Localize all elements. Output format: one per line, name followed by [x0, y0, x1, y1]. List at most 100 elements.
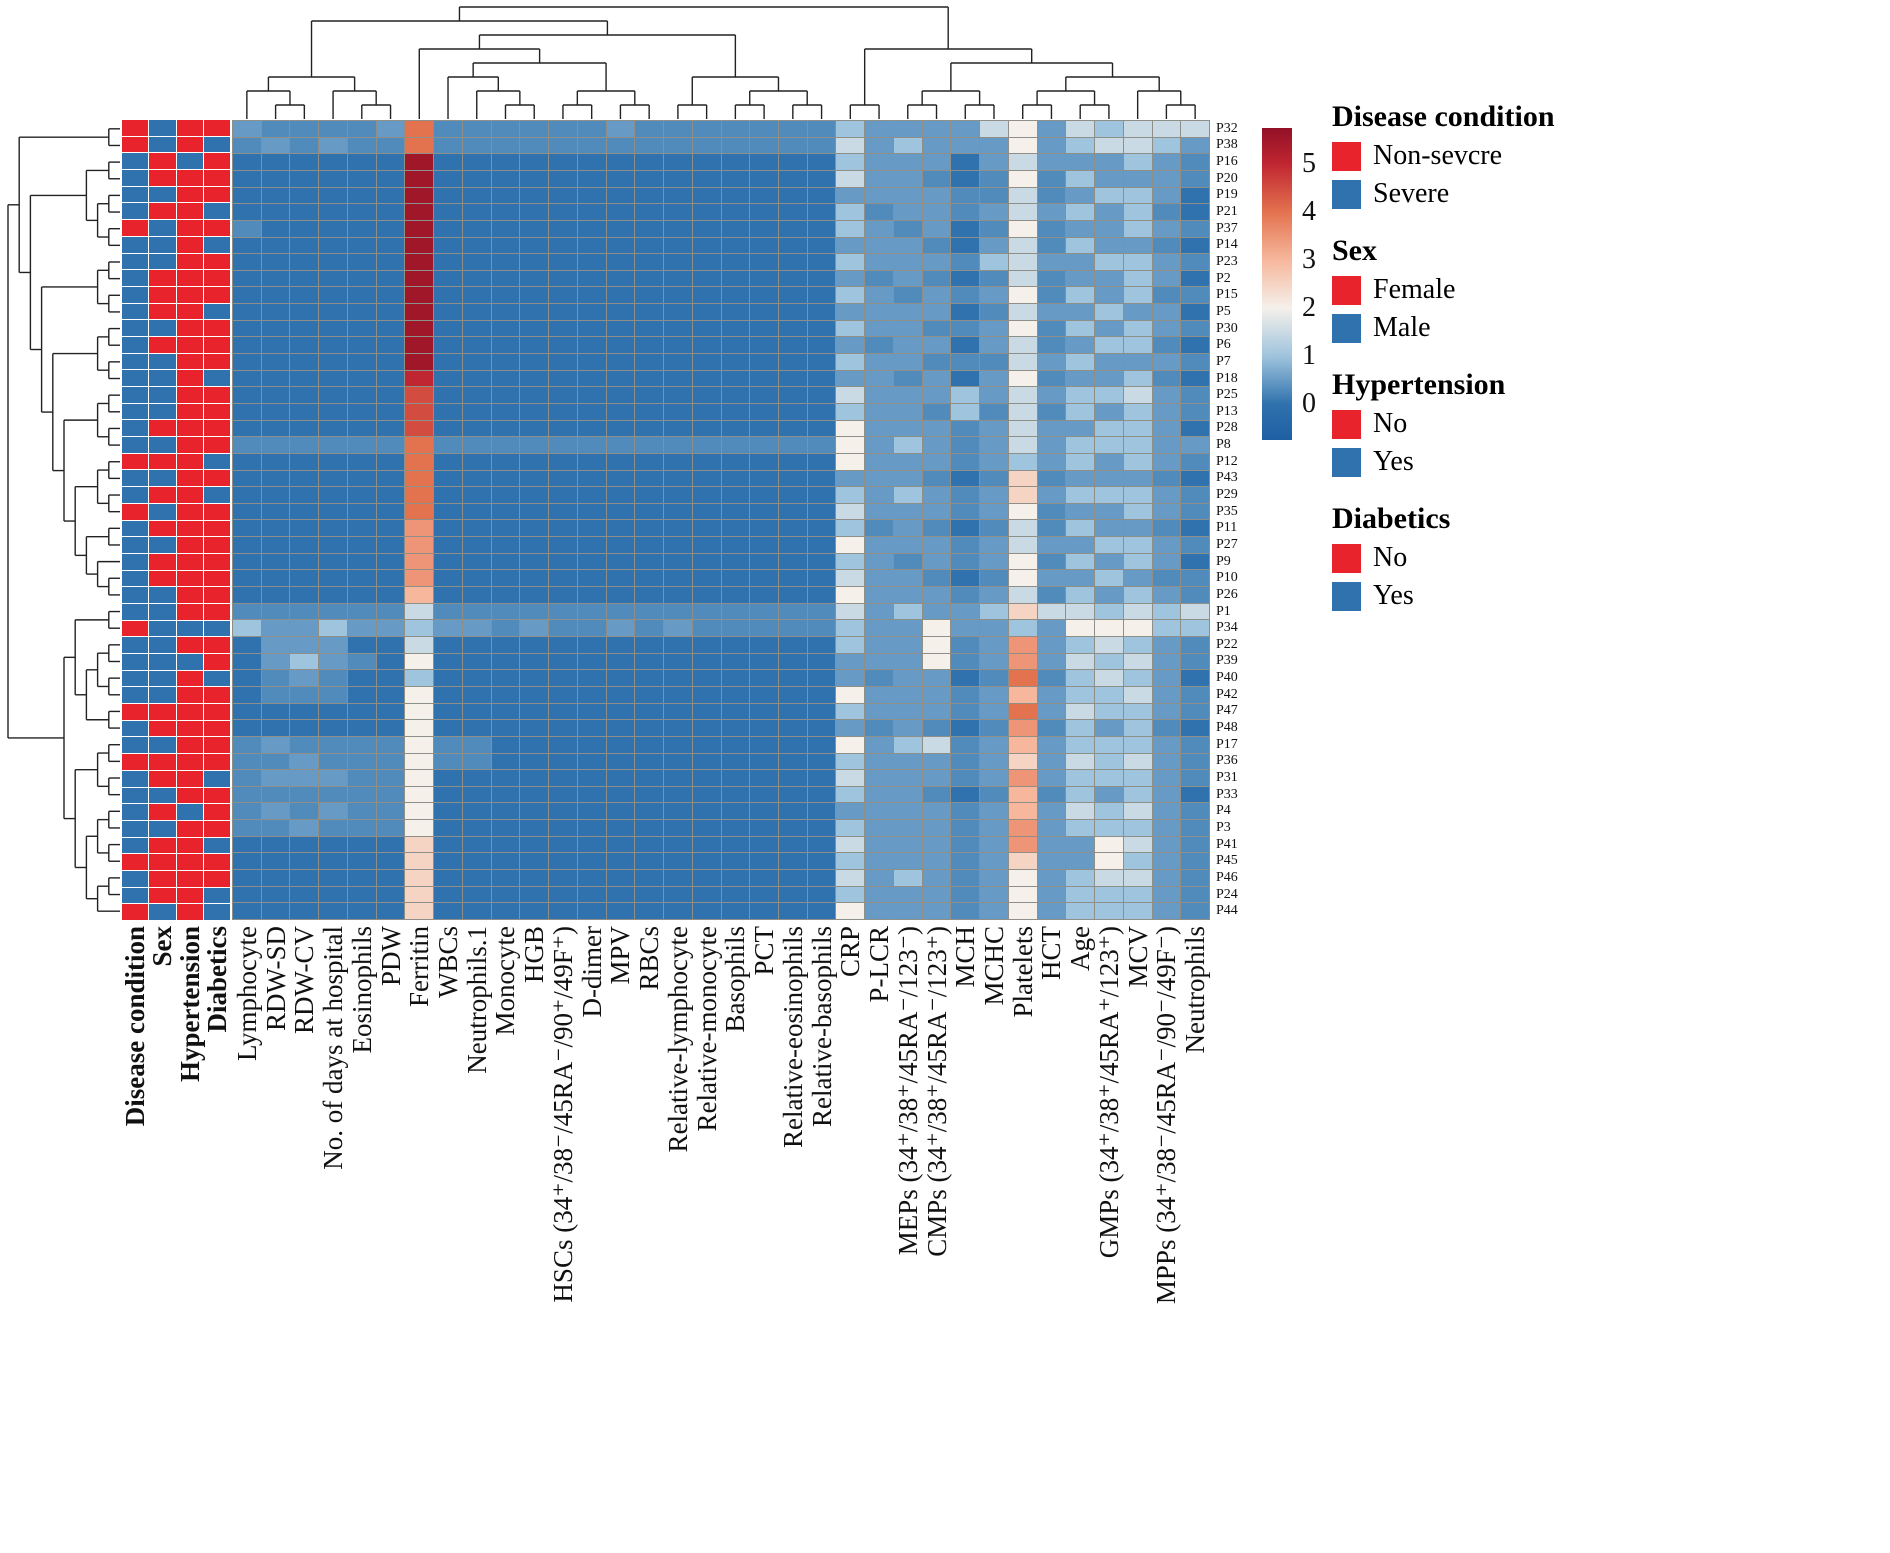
- heatmap-cell: [980, 287, 1008, 304]
- heatmap-cell: [347, 603, 376, 620]
- heatmap-cell: [1095, 637, 1123, 653]
- heatmap-cell: [376, 703, 405, 720]
- heatmap-cell: [893, 170, 922, 187]
- heatmap-cell: [290, 686, 319, 703]
- heatmap-cell: [865, 870, 893, 886]
- column-label: P-LCR: [864, 926, 895, 1003]
- heatmap-cell: [893, 537, 922, 553]
- heatmap-cell: [261, 786, 290, 803]
- heatmap-cell: [549, 254, 577, 270]
- heatmap-cell: [606, 354, 635, 370]
- heatmap-cell: [721, 503, 750, 520]
- row-label: P36: [1216, 753, 1238, 769]
- heatmap-cell: [692, 653, 721, 670]
- heatmap-cell: [951, 736, 980, 753]
- heatmap-cell: [951, 786, 980, 803]
- heatmap-cell: [1181, 637, 1209, 653]
- heatmap-cell: [664, 903, 692, 919]
- heatmap-cell: [692, 287, 721, 304]
- heatmap-cell: [1181, 370, 1209, 387]
- heatmap-cell: [807, 537, 836, 553]
- heatmap-cell: [922, 653, 951, 670]
- annotation-cell-sex: [149, 720, 176, 737]
- heatmap-cell: [1008, 370, 1037, 387]
- heatmap-cell: [750, 354, 778, 370]
- heatmap-cell: [692, 553, 721, 570]
- heatmap-cell: [1181, 620, 1209, 637]
- heatmap-cell: [836, 254, 865, 270]
- annotation-cell-hypertension: [176, 170, 203, 186]
- annotation-cell-hypertension: [176, 220, 203, 236]
- heatmap-cell: [233, 470, 261, 487]
- heatmap-cell: [980, 437, 1008, 453]
- heatmap-cell: [434, 370, 462, 387]
- heatmap-cell: [405, 403, 434, 420]
- heatmap-cell: [1123, 337, 1152, 354]
- heatmap-cell: [462, 853, 491, 870]
- heatmap-cell: [1037, 703, 1066, 720]
- heatmap-cell: [233, 254, 261, 270]
- heatmap-cell: [520, 121, 549, 137]
- heatmap-cell: [1181, 503, 1209, 520]
- heatmap-cell: [1037, 370, 1066, 387]
- heatmap-cell: [1123, 237, 1152, 254]
- heatmap-cell: [434, 420, 462, 437]
- heatmap-cell: [721, 637, 750, 653]
- annotation-cell-disease: [122, 270, 149, 286]
- annotation-cell-hypertension: [176, 203, 203, 220]
- heatmap-cell: [434, 836, 462, 853]
- heatmap-cell: [1123, 204, 1152, 220]
- heatmap-cell: [951, 453, 980, 470]
- heatmap-cell: [807, 720, 836, 736]
- heatmap-cell: [865, 403, 893, 420]
- heatmap-cell: [1123, 503, 1152, 520]
- heatmap-cell: [434, 137, 462, 154]
- heatmap-cell: [261, 537, 290, 553]
- heatmap-cell: [491, 121, 520, 137]
- heatmap-cell: [865, 786, 893, 803]
- heatmap-cell: [1066, 370, 1095, 387]
- heatmap-cell: [491, 870, 520, 886]
- heatmap-cell: [606, 770, 635, 786]
- heatmap-cell: [1066, 487, 1095, 503]
- heatmap-cell: [290, 354, 319, 370]
- heatmap-cell: [1037, 387, 1066, 403]
- legend-item-severe: Severe: [1332, 178, 1555, 210]
- heatmap-cell: [1181, 770, 1209, 786]
- heatmap-cell: [922, 287, 951, 304]
- heatmap-cell: [577, 653, 606, 670]
- heatmap-cell: [1037, 570, 1066, 587]
- heatmap-cell: [549, 121, 577, 137]
- heatmap-cell: [405, 220, 434, 237]
- annotation-cell-diabetics: [203, 537, 230, 553]
- heatmap-cell: [434, 204, 462, 220]
- annotation-cell-disease: [122, 403, 149, 420]
- heatmap-cell: [1037, 803, 1066, 820]
- heatmap-cell: [549, 836, 577, 853]
- heatmap-cell: [778, 620, 807, 637]
- heatmap-cell: [922, 370, 951, 387]
- heatmap-cell: [778, 836, 807, 853]
- heatmap-cell: [405, 770, 434, 786]
- heatmap-cell: [951, 287, 980, 304]
- heatmap-cell: [549, 903, 577, 919]
- heatmap-cell: [233, 537, 261, 553]
- heatmap-cell: [319, 686, 347, 703]
- annotation-cell-disease: [122, 603, 149, 620]
- heatmap-cell: [1095, 770, 1123, 786]
- heatmap-cell: [1181, 753, 1209, 770]
- heatmap-cell: [1123, 836, 1152, 853]
- heatmap-cell: [233, 620, 261, 637]
- annotation-cell-disease: [122, 170, 149, 186]
- heatmap-cell: [1095, 287, 1123, 304]
- heatmap-cell: [520, 736, 549, 753]
- heatmap-cell: [664, 287, 692, 304]
- heatmap-cell: [721, 420, 750, 437]
- heatmap-cell: [951, 503, 980, 520]
- heatmap-cell: [1095, 370, 1123, 387]
- heatmap-cell: [261, 304, 290, 320]
- legend-item-diabetics-yes: Yes: [1332, 580, 1555, 612]
- heatmap-cell: [1008, 470, 1037, 487]
- heatmap-cell: [1066, 170, 1095, 187]
- heatmap-cell: [606, 870, 635, 886]
